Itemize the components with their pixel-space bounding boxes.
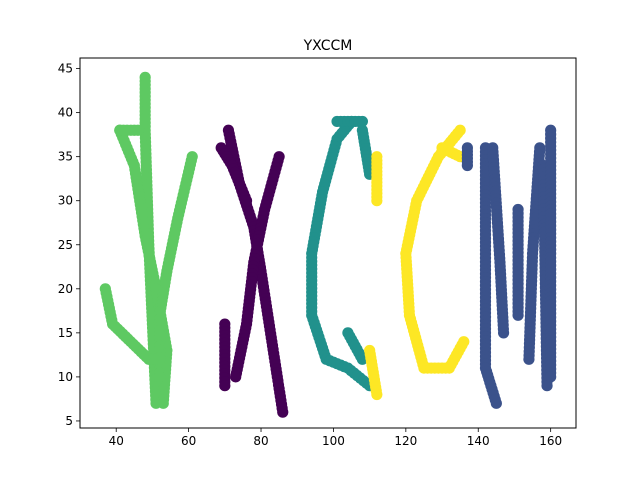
x-axis: 40 60 80 100 120 140 160 <box>109 428 562 448</box>
x-tick-label: 120 <box>394 434 417 448</box>
data-points <box>99 71 557 418</box>
x-tick-label: 60 <box>181 434 196 448</box>
scatter-point-0-1 <box>157 397 169 409</box>
chart-title: YXCCM <box>303 38 353 54</box>
y-tick-label: 5 <box>65 414 73 428</box>
x-tick-label: 160 <box>539 434 562 448</box>
scatter-point-4-3 <box>523 353 535 365</box>
scatter-point-3-3 <box>371 388 383 401</box>
x-tick-label: 140 <box>467 434 490 448</box>
y-tick-label: 30 <box>58 194 73 208</box>
y-tick-label: 40 <box>58 106 73 120</box>
y-tick-label: 25 <box>58 238 73 252</box>
scatter-point-0-4 <box>154 353 166 365</box>
y-axis: 5 10 15 20 25 30 35 40 45 <box>58 62 80 428</box>
scatter-point-4-6 <box>461 159 473 172</box>
scatter-point-4-2 <box>512 309 524 321</box>
scatter-point-1-1 <box>230 371 242 383</box>
scatter-point-4-5 <box>545 371 557 383</box>
y-tick-label: 45 <box>58 62 73 76</box>
scatter-point-2-1 <box>356 115 368 128</box>
y-tick-label: 35 <box>58 150 73 164</box>
y-tick-label: 10 <box>58 370 73 384</box>
scatter-point-4-0 <box>490 397 502 409</box>
scatter-point-3-2 <box>371 195 383 207</box>
scatter-point-1-0 <box>277 406 289 418</box>
x-tick-label: 80 <box>253 434 268 448</box>
plot-frame <box>79 57 577 429</box>
y-tick-label: 15 <box>58 326 73 340</box>
scatter-point-4-1 <box>497 327 510 339</box>
y-tick-label: 20 <box>58 282 73 296</box>
scatter-point-3-0 <box>458 336 470 348</box>
scatter-point-0-2 <box>154 371 166 383</box>
scatter-point-1-2 <box>240 195 253 207</box>
scatter-point-0-3 <box>132 124 144 136</box>
x-tick-label: 40 <box>109 434 124 448</box>
scatter-point-4-4 <box>541 380 553 392</box>
scatter-point-1-3 <box>219 380 231 392</box>
x-tick-label: 100 <box>322 434 345 448</box>
